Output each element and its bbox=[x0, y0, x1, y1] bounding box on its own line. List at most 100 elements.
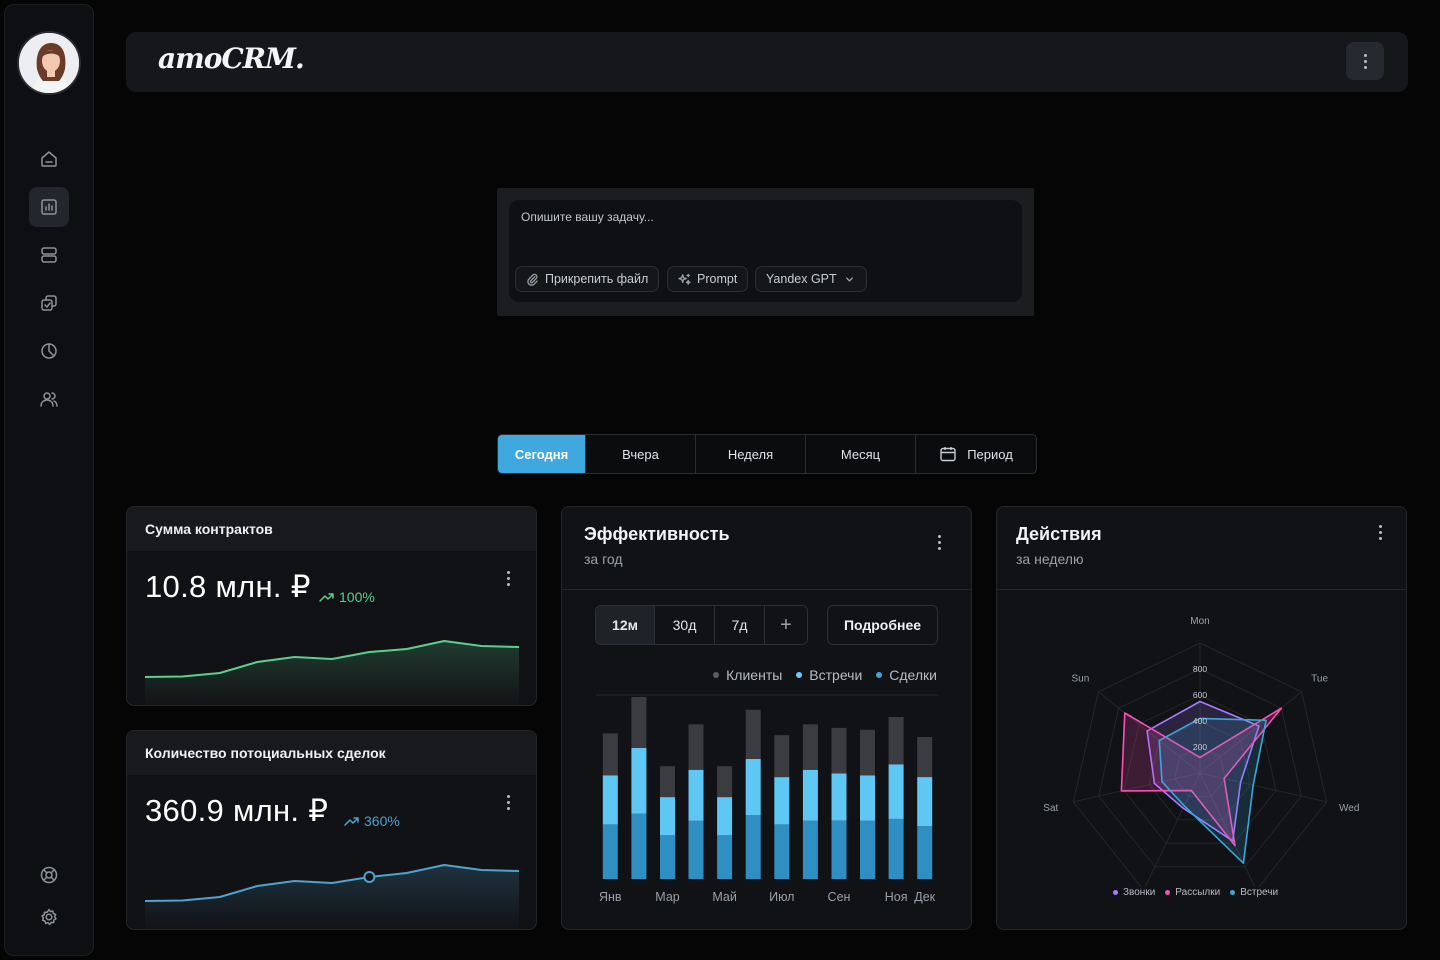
tab-month-label: Месяц bbox=[840, 446, 881, 462]
kpi-menu-button[interactable] bbox=[507, 795, 510, 810]
kpi-title: Сумма контрактов bbox=[145, 521, 273, 537]
legend-label: Рассылки bbox=[1175, 887, 1221, 898]
bar-segment[interactable] bbox=[688, 820, 704, 879]
bar-segment[interactable] bbox=[774, 777, 790, 825]
period-tabs: Сегодня Вчера Неделя Месяц Период bbox=[497, 434, 1037, 474]
radar-axis-label: Sun bbox=[1072, 674, 1090, 685]
bar-segment[interactable] bbox=[831, 773, 847, 821]
bar-segment[interactable] bbox=[688, 724, 704, 770]
tab-today-label: Сегодня bbox=[514, 446, 569, 462]
tab-month[interactable]: Месяц bbox=[806, 435, 916, 473]
header-menu-button[interactable] bbox=[1346, 42, 1384, 80]
bar-segment[interactable] bbox=[745, 815, 761, 879]
chevron-down-icon bbox=[845, 276, 853, 282]
bar-segment[interactable] bbox=[888, 717, 904, 765]
sidebar-item-copy[interactable] bbox=[29, 283, 69, 323]
model-select[interactable]: Yandex GPT bbox=[755, 266, 867, 292]
bar-segment[interactable] bbox=[888, 764, 904, 819]
bar-segment[interactable] bbox=[631, 697, 647, 748]
sidebar-item-settings[interactable] bbox=[29, 897, 69, 937]
sidebar-item-help[interactable] bbox=[29, 855, 69, 895]
tab-week[interactable]: Неделя bbox=[696, 435, 806, 473]
bar-segment[interactable] bbox=[602, 775, 618, 825]
bar-segment[interactable] bbox=[802, 724, 818, 770]
radar-tick-label: 400 bbox=[1193, 716, 1207, 726]
tab-today[interactable]: Сегодня bbox=[498, 435, 586, 473]
bar-segment[interactable] bbox=[802, 769, 818, 821]
prompt-input[interactable]: Опишите вашу задачу... Прикрепить файл P… bbox=[509, 200, 1022, 302]
bar-segment[interactable] bbox=[774, 735, 790, 778]
bar-segment[interactable] bbox=[717, 835, 733, 879]
more-vertical-icon bbox=[507, 571, 510, 586]
card-menu-button[interactable] bbox=[1379, 525, 1382, 540]
tab-yesterday[interactable]: Вчера bbox=[586, 435, 696, 473]
bar-segment[interactable] bbox=[917, 777, 933, 827]
legend-dot bbox=[876, 672, 883, 678]
bar-segment[interactable] bbox=[631, 748, 647, 814]
bar-segment[interactable] bbox=[802, 820, 818, 879]
radar-axis-label: Wed bbox=[1339, 803, 1359, 814]
bar-segment[interactable] bbox=[917, 826, 933, 879]
bar-segment[interactable] bbox=[860, 820, 875, 879]
add-range-button[interactable]: + bbox=[765, 606, 807, 644]
more-vertical-icon bbox=[507, 795, 510, 810]
kpi-menu-button[interactable] bbox=[507, 571, 510, 586]
sidebar-item-analytics[interactable] bbox=[29, 187, 69, 227]
radar-grid bbox=[1174, 746, 1226, 797]
actions-radar-chart: 200400600800MonTueWedThuFriSatSun bbox=[1043, 616, 1359, 887]
bar-segment[interactable] bbox=[745, 758, 761, 816]
actions-legend: Звонки Рассылки Встречи bbox=[1113, 887, 1278, 898]
bar-segment[interactable] bbox=[602, 733, 618, 776]
x-tick-label: Июл bbox=[769, 890, 794, 904]
range-12m[interactable]: 12м bbox=[596, 606, 655, 644]
tab-period[interactable]: Период bbox=[916, 435, 1036, 473]
bar-segment[interactable] bbox=[660, 797, 675, 836]
bar-segment[interactable] bbox=[888, 818, 904, 879]
kpi-sparkline bbox=[144, 864, 520, 929]
sparkline-line bbox=[144, 864, 520, 902]
bar-segment[interactable] bbox=[660, 766, 675, 798]
bar-segment[interactable] bbox=[774, 824, 790, 879]
radar-axis-label: Mon bbox=[1190, 616, 1209, 627]
radar-series[interactable] bbox=[1120, 707, 1283, 847]
card-menu-button[interactable] bbox=[938, 535, 941, 550]
kpi-delta-value: 100% bbox=[339, 589, 375, 605]
attach-file-button[interactable]: Прикрепить файл bbox=[515, 266, 660, 292]
legend-label: Клиенты bbox=[726, 667, 783, 683]
bar-segment[interactable] bbox=[660, 835, 675, 879]
sidebar-item-database[interactable] bbox=[29, 235, 69, 275]
chart-icon bbox=[41, 199, 57, 215]
bar-segment[interactable] bbox=[631, 813, 647, 880]
radar-series[interactable] bbox=[1146, 700, 1260, 842]
range-7d[interactable]: 7д bbox=[715, 606, 765, 644]
bar-segment[interactable] bbox=[745, 709, 761, 759]
efficiency-card: Эффективность за год 12м 30д 7д + Подроб… bbox=[561, 506, 972, 930]
sidebar-item-users[interactable] bbox=[29, 379, 69, 419]
pie-icon bbox=[41, 343, 57, 359]
bar-segment[interactable] bbox=[717, 797, 733, 836]
bar-segment[interactable] bbox=[831, 727, 847, 774]
bar-segment[interactable] bbox=[860, 729, 875, 776]
prompt-button[interactable]: Prompt bbox=[667, 266, 749, 292]
range-30d[interactable]: 30д bbox=[655, 606, 715, 644]
radar-grid bbox=[1098, 668, 1302, 868]
radar-axis-label: Tue bbox=[1311, 674, 1328, 685]
sparkline-marker[interactable] bbox=[363, 871, 376, 883]
legend-item: Звонки bbox=[1113, 887, 1155, 898]
bar-segment[interactable] bbox=[831, 820, 847, 879]
avatar[interactable] bbox=[17, 31, 81, 95]
sidebar-item-reports[interactable] bbox=[29, 331, 69, 371]
legend-label: Звонки bbox=[1123, 887, 1156, 898]
card-subtitle: за год bbox=[584, 551, 623, 567]
divider bbox=[997, 589, 1406, 590]
bar-segment[interactable] bbox=[688, 769, 704, 821]
legend-label: Сделки bbox=[889, 667, 937, 683]
sidebar-item-home[interactable] bbox=[29, 139, 69, 179]
bar-segment[interactable] bbox=[602, 824, 618, 879]
details-button[interactable]: Подробнее bbox=[827, 605, 938, 645]
bar-segment[interactable] bbox=[717, 766, 733, 798]
bar-segment[interactable] bbox=[917, 737, 933, 777]
logo[interactable]: amoCRM. bbox=[158, 42, 305, 75]
bar-segment[interactable] bbox=[860, 775, 875, 821]
radar-series[interactable] bbox=[1158, 717, 1267, 865]
